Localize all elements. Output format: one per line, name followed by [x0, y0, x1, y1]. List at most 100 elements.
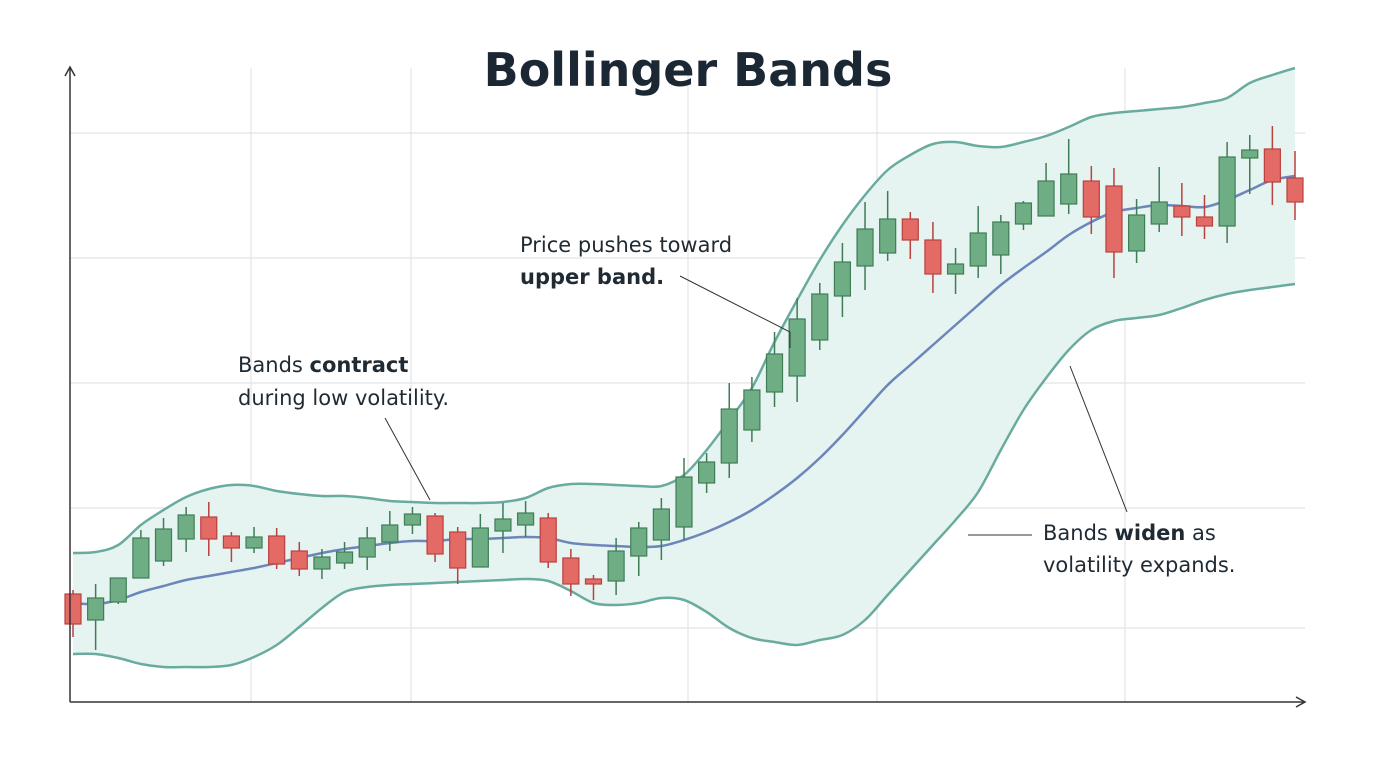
candle-body: [879, 218, 897, 254]
candle-bullish: [698, 453, 716, 493]
candle-body: [1218, 156, 1236, 227]
candle-bullish: [788, 298, 806, 402]
candle-bullish: [946, 248, 965, 294]
candle-body: [992, 221, 1010, 256]
candle-body: [313, 556, 331, 570]
candle-bullish: [516, 501, 535, 537]
candle-body: [87, 597, 105, 621]
candle-body: [109, 577, 127, 603]
candle-bearish: [426, 513, 444, 562]
band-fill-area: [73, 68, 1295, 667]
candle-body: [811, 293, 829, 341]
candle-bearish: [1263, 126, 1281, 205]
candle-bullish: [969, 206, 987, 278]
candle-bullish: [335, 542, 354, 569]
candle-bullish: [1218, 142, 1236, 243]
candle-body: [1241, 149, 1259, 159]
candle-body: [1263, 148, 1281, 183]
chart-title: Bollinger Bands: [484, 43, 893, 97]
candle-bullish: [132, 530, 150, 579]
candle-bearish: [584, 575, 603, 600]
annotation-bold: upper band.: [520, 265, 664, 289]
annotation-text: during low volatility.: [238, 386, 449, 410]
candle-bullish: [811, 283, 829, 350]
candle-body: [177, 514, 195, 540]
candle-body: [1150, 201, 1168, 225]
candle-body: [1060, 173, 1078, 205]
candle-bullish: [765, 332, 784, 407]
candle-body: [381, 524, 399, 543]
candle-bearish: [449, 527, 467, 584]
candle-body: [268, 535, 286, 565]
candle-bullish: [1127, 199, 1146, 263]
candle-body: [788, 318, 806, 377]
candle-bearish: [222, 532, 241, 562]
candles: [64, 126, 1304, 650]
candle-body: [698, 461, 716, 484]
candle-bullish: [856, 202, 874, 290]
candle-body: [335, 551, 354, 564]
candle-body: [290, 550, 308, 570]
svg-text:Bands contract: Bands contract: [238, 353, 408, 377]
candle-body: [1037, 180, 1055, 217]
candle-body: [675, 476, 693, 528]
annotation-upper-band: Price pushes toward upper band.: [520, 233, 791, 348]
x-axis-arrow-icon: [1295, 696, 1307, 708]
candle-bearish: [1286, 151, 1304, 220]
axes: [64, 65, 1307, 708]
candle-bearish: [1173, 183, 1191, 236]
candle-body: [720, 408, 738, 464]
annotation-text: Price pushes toward: [520, 233, 732, 257]
candle-body: [743, 389, 761, 431]
annotation-leader-line: [384, 417, 431, 501]
lower-band-line: [72, 282, 1296, 669]
candle-bullish: [109, 577, 127, 604]
candle-bullish: [743, 377, 761, 442]
candle-body: [154, 528, 173, 562]
candle-body: [245, 536, 263, 549]
candle-body: [1173, 205, 1191, 218]
candle-bearish: [268, 528, 286, 569]
candle-body: [494, 518, 512, 532]
candle-body: [358, 537, 376, 558]
annotation-text: as: [1185, 521, 1216, 545]
candle-bullish: [652, 498, 670, 560]
candle-bullish: [154, 518, 173, 566]
candle-body: [471, 527, 489, 568]
candle-body: [200, 516, 218, 540]
candle-bullish: [630, 522, 648, 576]
annotation-bold: contract: [310, 353, 409, 377]
candle-body: [64, 593, 82, 625]
candle-bearish: [64, 590, 82, 637]
candle-bearish: [1105, 168, 1123, 278]
candle-bearish: [562, 549, 580, 596]
candle-bullish: [1014, 201, 1033, 230]
candle-bullish: [177, 507, 195, 552]
candle-body: [584, 578, 603, 585]
candle-bullish: [381, 511, 399, 551]
candle-bearish: [1195, 195, 1214, 239]
candle-body: [1014, 202, 1033, 225]
candle-bullish: [720, 383, 738, 478]
candle-bullish: [471, 514, 489, 568]
candle-body: [426, 515, 444, 555]
candle-bearish: [539, 513, 557, 568]
candle-body: [630, 527, 648, 557]
candle-bullish: [87, 584, 105, 650]
candle-bullish: [607, 538, 625, 595]
candle-body: [969, 232, 987, 267]
annotation-contract: Bands contract during low volatility.: [238, 353, 449, 501]
annotation-bold: widen: [1115, 521, 1186, 545]
candle-body: [901, 218, 919, 241]
candle-bearish: [200, 502, 218, 556]
candle-body: [607, 550, 625, 582]
candle-body: [1127, 214, 1146, 252]
candle-body: [539, 517, 557, 563]
candle-bullish: [1037, 163, 1055, 217]
candle-bullish: [1241, 135, 1259, 194]
annotation-leader-line: [679, 275, 791, 348]
annotation-widen: Bands widen as volatility expands.: [968, 365, 1236, 577]
candle-body: [1105, 185, 1123, 253]
candle-bullish: [358, 527, 376, 570]
candle-bullish: [879, 191, 897, 261]
